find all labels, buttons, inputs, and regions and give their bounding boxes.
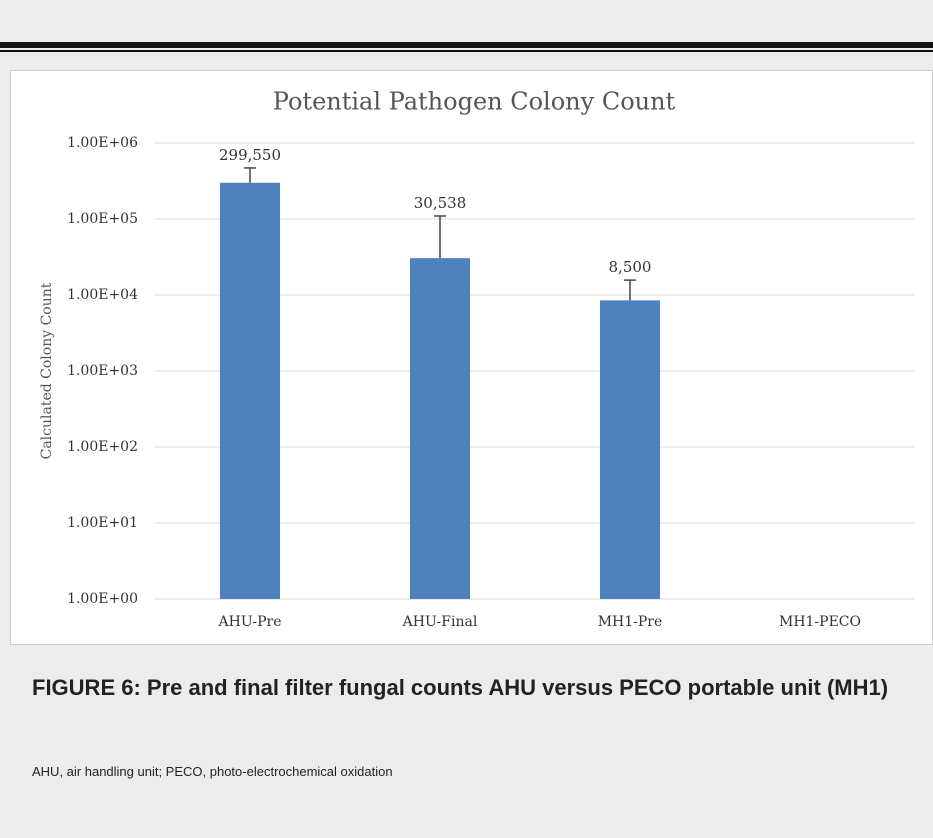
x-tick-label: MH1-Pre <box>598 614 663 630</box>
y-tick-label: 1.00E+06 <box>67 135 138 151</box>
y-tick-label: 1.00E+05 <box>67 211 138 227</box>
caption-text: AHU, air handling unit; PECO, photo-elec… <box>32 764 393 779</box>
data-label: 8,500 <box>609 258 652 276</box>
x-tick-label: MH1-PECO <box>779 614 861 630</box>
rule-thick <box>0 42 933 48</box>
data-label: 299,550 <box>219 146 281 164</box>
x-tick-label: AHU-Final <box>402 614 478 630</box>
bar <box>220 182 280 599</box>
y-tick-label: 1.00E+04 <box>67 287 138 303</box>
y-tick-label: 1.00E+03 <box>67 363 138 379</box>
y-tick-label: 1.00E+02 <box>67 439 138 455</box>
bar <box>600 300 660 599</box>
y-tick-label: 1.00E+01 <box>67 515 138 531</box>
y-axis-label: Calculated Colony Count <box>39 282 55 459</box>
caption-title: FIGURE 6: Pre and final filter fungal co… <box>32 675 889 700</box>
x-tick-label: AHU-Pre <box>218 614 282 630</box>
y-tick-label: 1.00E+00 <box>67 591 138 607</box>
bar <box>410 258 470 599</box>
rule-thin <box>0 50 933 52</box>
chart: Potential Pathogen Colony Count Calculat… <box>0 42 933 645</box>
data-label: 30,538 <box>414 194 467 212</box>
chart-panel <box>10 70 933 645</box>
chart-title: Potential Pathogen Colony Count <box>273 88 676 116</box>
